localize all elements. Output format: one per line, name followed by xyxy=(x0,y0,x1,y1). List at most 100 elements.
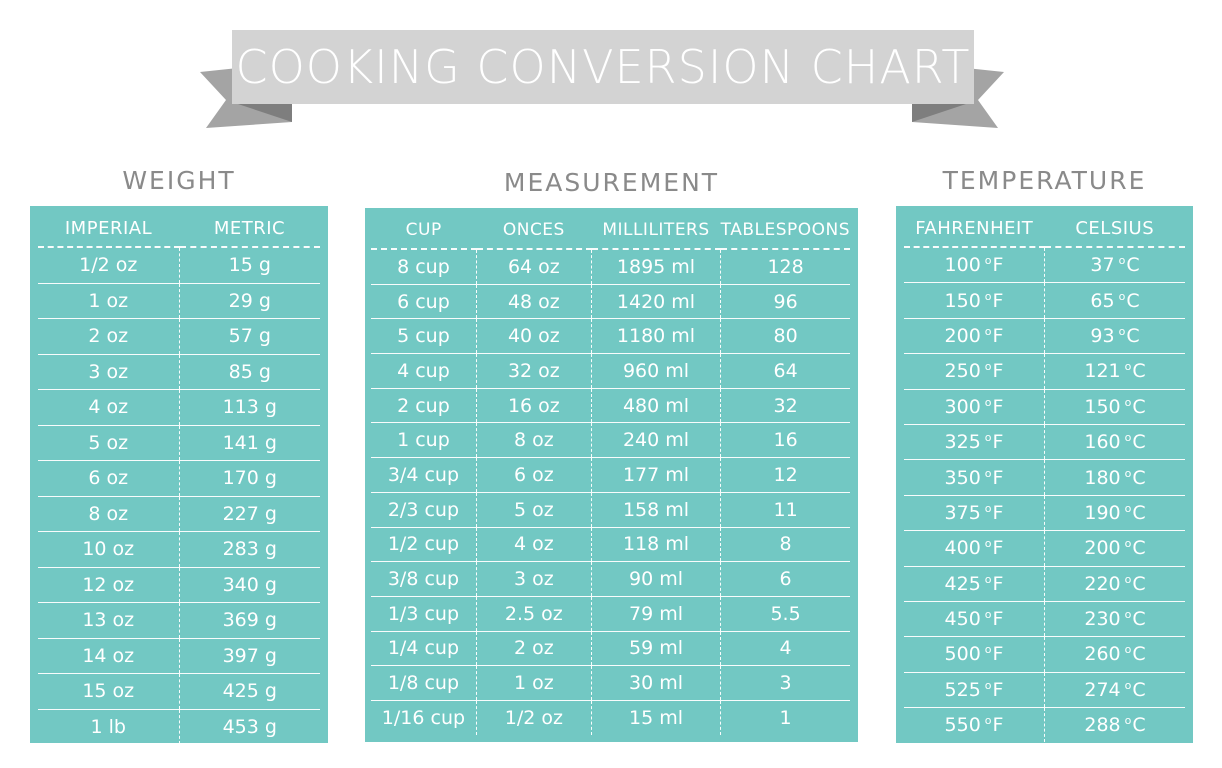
measurement-table-row: 1/4 cup 2 oz 59 ml 4 xyxy=(371,631,850,667)
weight-cell: 113 g xyxy=(178,389,320,426)
temperature-celsius-cell: 220 oC xyxy=(1044,566,1185,602)
temperature-table-row: 450 oF 230 oC xyxy=(904,601,1185,638)
weight-cell: 10 oz xyxy=(38,531,179,568)
measurement-cell: 64 oz xyxy=(475,249,592,285)
degree-symbol: o xyxy=(984,360,992,374)
fahrenheit-unit: F xyxy=(992,289,1004,312)
celsius-value: 260 xyxy=(1084,643,1121,666)
degree-symbol: o xyxy=(1124,431,1132,445)
measurement-cell: 90 ml xyxy=(590,561,721,597)
measurement-cell: 3 xyxy=(720,665,850,701)
measurement-cell: 4 cup xyxy=(371,353,477,389)
weight-table-row: 13 oz 369 g xyxy=(38,602,320,639)
measurement-table-row: 2/3 cup 5 oz 158 ml 11 xyxy=(371,492,850,528)
fahrenheit-unit: F xyxy=(992,431,1004,454)
temperature-celsius-cell: 150 oC xyxy=(1044,389,1185,425)
celsius-value: 160 xyxy=(1084,431,1121,454)
fahrenheit-unit: F xyxy=(992,537,1004,560)
measurement-cell: 2.5 oz xyxy=(475,596,592,632)
measurement-table-row: 5 cup 40 oz 1180 ml 80 xyxy=(371,318,850,355)
celsius-unit: C xyxy=(1132,466,1146,489)
weight-cell: 170 g xyxy=(178,460,320,497)
temperature-fahrenheit-cell: 100 oF xyxy=(904,247,1045,284)
weight-table-row: 5 oz 141 g xyxy=(38,425,320,461)
measurement-table-row: 6 cup 48 oz 1420 ml 96 xyxy=(371,284,850,320)
weight-cell: 369 g xyxy=(178,602,320,639)
fahrenheit-unit: F xyxy=(992,324,1004,347)
weight-cell: 340 g xyxy=(178,567,320,603)
temperature-table-row: 375 oF 190 oC xyxy=(904,495,1185,532)
measurement-cell: 1895 ml xyxy=(590,249,721,285)
fahrenheit-unit: F xyxy=(992,608,1004,631)
celsius-unit: C xyxy=(1126,289,1140,312)
measurement-cell: 1/16 cup xyxy=(381,706,466,729)
measurement-cell: 11 xyxy=(720,492,850,528)
weight-cell: 14 oz xyxy=(38,638,179,674)
degree-symbol: o xyxy=(1118,254,1126,268)
celsius-value: 220 xyxy=(1084,572,1121,595)
celsius-value: 121 xyxy=(1084,360,1121,383)
temperature-fahrenheit-cell: 325 oF xyxy=(904,424,1045,461)
measurement-cell: 4 oz xyxy=(475,527,592,563)
measurement-cell: 1 xyxy=(720,700,850,735)
measurement-cell: 1180 ml xyxy=(590,318,721,355)
measurement-cell: 15 ml xyxy=(590,700,721,735)
temperature-table-row: 350 oF 180 oC xyxy=(904,459,1185,496)
weight-table-row: 1 oz 29 g xyxy=(38,283,320,319)
fahrenheit-unit: F xyxy=(992,395,1004,418)
ribbon-graphic xyxy=(200,30,1004,128)
measurement-cell: 40 oz xyxy=(475,318,592,355)
temperature-fahrenheit-cell: 250 oF xyxy=(904,353,1045,390)
celsius-value: 200 xyxy=(1084,537,1121,560)
fahrenheit-value: 250 xyxy=(944,360,981,383)
measurement-panel: CUP ONCES MILLILITERS TABLESPOONS 8 cup 64 o… xyxy=(365,208,858,742)
temperature-table-row: 150 oF 65 oC xyxy=(904,282,1185,319)
celsius-unit: C xyxy=(1132,501,1146,524)
temperature-table-row: 100 oF 37 oC xyxy=(904,247,1185,284)
degree-symbol: o xyxy=(1124,714,1132,728)
weight-cell: 5 oz xyxy=(38,425,179,461)
measurement-cell: 5.5 xyxy=(720,596,850,632)
measurement-cell: 1/2 cup xyxy=(371,527,477,563)
degree-symbol: o xyxy=(1124,537,1132,551)
measurement-cell: 5 cup xyxy=(371,318,477,355)
degree-symbol: o xyxy=(1124,678,1132,692)
degree-symbol: o xyxy=(1124,501,1132,515)
fahrenheit-unit: F xyxy=(992,714,1004,737)
measurement-cell: 16 xyxy=(720,422,850,459)
temperature-celsius-cell: 260 oC xyxy=(1044,636,1185,673)
weight-column-header: IMPERIAL xyxy=(38,210,179,248)
weight-table-row: 6 oz 170 g xyxy=(38,460,320,497)
weight-table-row: 8 oz 227 g xyxy=(38,496,320,532)
weight-cell: 15 oz xyxy=(38,673,179,710)
weight-cell: 3 oz xyxy=(38,354,179,390)
weight-table-row: 10 oz 283 g xyxy=(38,531,320,568)
fahrenheit-value: 300 xyxy=(944,395,981,418)
degree-symbol: o xyxy=(984,643,992,657)
weight-cell: 453 g xyxy=(178,709,320,744)
degree-symbol: o xyxy=(1124,466,1132,480)
temperature-table-row: 300 oF 150 oC xyxy=(904,389,1185,425)
fahrenheit-unit: F xyxy=(992,678,1004,701)
fahrenheit-value: 350 xyxy=(944,466,981,489)
weight-table-row: 12 oz 340 g xyxy=(38,567,320,603)
degree-symbol: o xyxy=(1118,324,1126,338)
celsius-unit: C xyxy=(1132,608,1146,631)
temperature-fahrenheit-cell: 400 oF xyxy=(904,530,1045,567)
temperature-fahrenheit-cell: 350 oF xyxy=(904,459,1045,496)
measurement-cell: 960 ml xyxy=(590,353,721,389)
celsius-value: 150 xyxy=(1084,395,1121,418)
degree-symbol: o xyxy=(984,395,992,409)
weight-column-header: METRIC xyxy=(179,210,320,248)
measurement-cell: 2 oz xyxy=(475,631,592,667)
degree-symbol: o xyxy=(984,254,992,268)
measurement-cell: 240 ml xyxy=(590,422,721,459)
temperature-fahrenheit-cell: 500 oF xyxy=(904,636,1045,673)
weight-heading: WEIGHT xyxy=(122,166,236,195)
measurement-cell: 2/3 cup xyxy=(371,492,477,528)
celsius-value: 230 xyxy=(1084,608,1121,631)
measurement-cell: 1 cup xyxy=(371,422,477,459)
temperature-fahrenheit-cell: 300 oF xyxy=(904,389,1045,425)
weight-cell: 85 g xyxy=(178,354,320,390)
measurement-cell: 4 xyxy=(720,631,850,667)
